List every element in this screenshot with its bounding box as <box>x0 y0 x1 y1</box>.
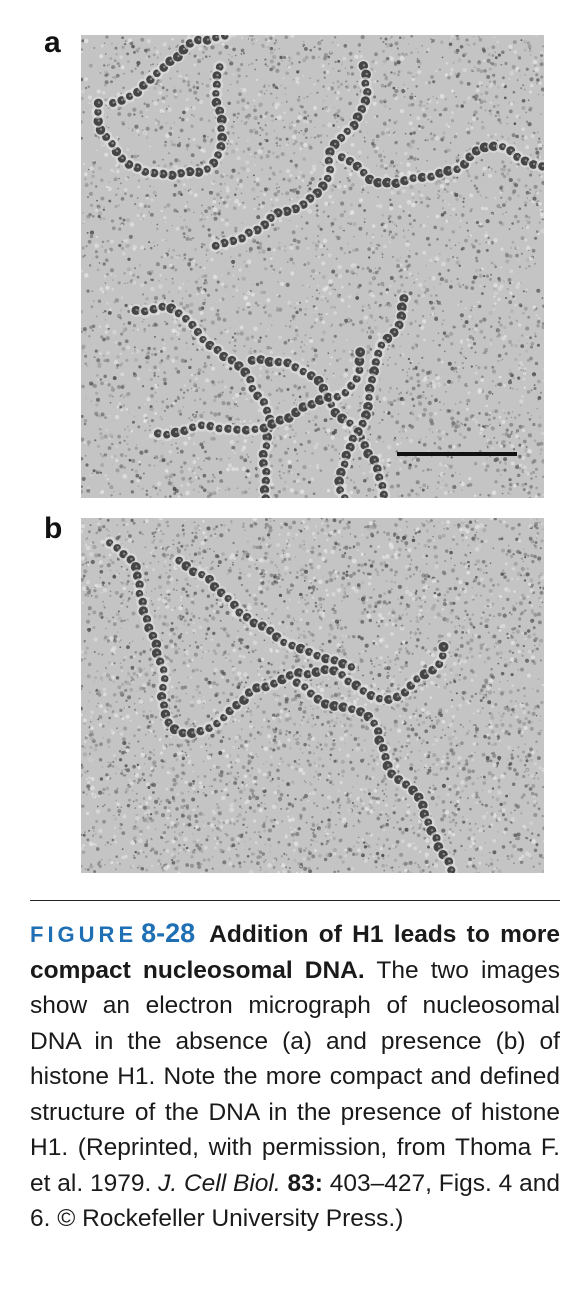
citation-pages: 403–427, Figs. 4 and 6. © Rockefeller Un… <box>30 1169 560 1233</box>
citation-journal: J. Cell Biol. <box>158 1169 281 1197</box>
figure-word: FIGURE <box>30 922 138 947</box>
citation-volume: 83: <box>287 1169 323 1197</box>
micrograph-image-a <box>81 35 544 498</box>
caption-body: The two images show an electron microgra… <box>30 956 560 1197</box>
figure-number: 8-28 <box>141 918 196 948</box>
figure-title: Addition of H1 leads to more compact nuc… <box>30 921 560 984</box>
micrograph-panel-b <box>81 518 544 873</box>
micrograph-image-b <box>81 518 544 873</box>
caption-divider <box>30 900 560 901</box>
scale-bar <box>397 452 517 456</box>
panel-label-a: a <box>44 26 61 59</box>
figure-caption: FIGURE 8-28 Addition of H1 leads to more c… <box>30 916 560 1237</box>
micrograph-panel-a <box>81 35 544 498</box>
panel-label-b: b <box>44 512 63 545</box>
